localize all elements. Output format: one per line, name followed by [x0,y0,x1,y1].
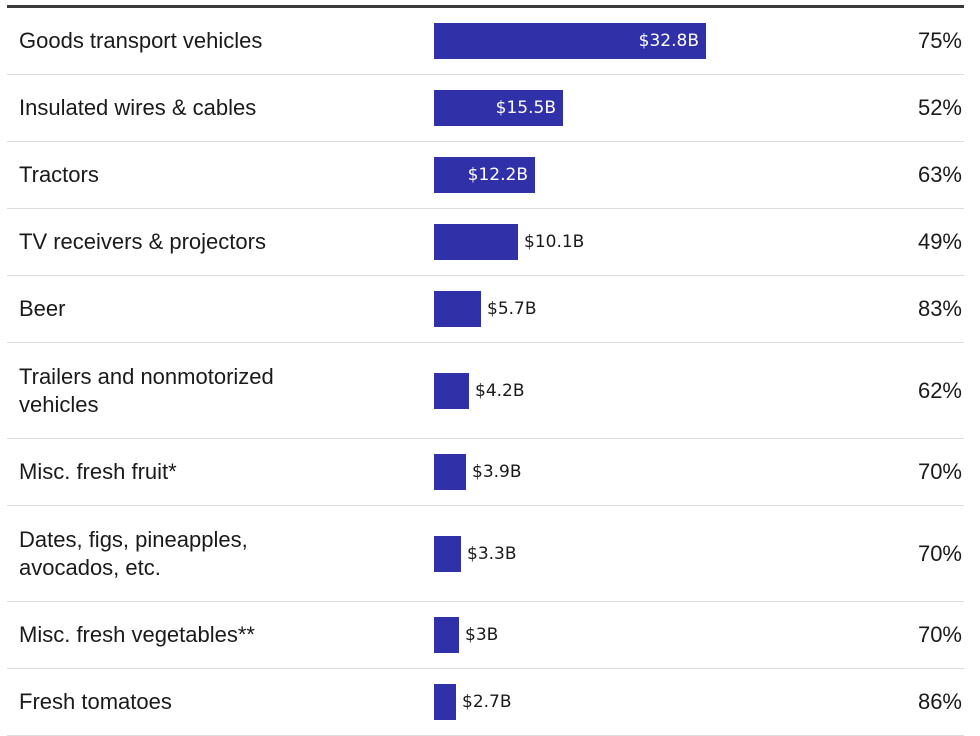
bar-value-label: $5.7B [487,299,537,319]
table-row: TV receivers & projectors $10.1B 49% [7,209,964,276]
row-share: 86% [917,689,962,714]
bar-value-label: $10.1B [524,232,585,252]
bar [434,224,518,260]
bar [434,684,456,720]
bar-value-label: $15.5B [495,98,556,118]
row-share: 63% [917,162,962,187]
row-label: Beer [19,296,66,321]
row-share: 70% [917,540,962,566]
bar-value-label: $3.3B [467,543,517,564]
table-row: Goods transport vehicles $32.8B 75% [7,8,964,75]
row-label: Insulated wires & cables [19,95,257,120]
table-row: Fresh tomatoes $2.7B 86% [7,669,964,736]
table-row: Tractors $12.2B 63% [7,142,964,209]
bar-value-label: $12.2B [467,165,528,185]
row-label: Tractors [19,162,99,187]
row-label: TV receivers & projectors [19,229,266,254]
row-share: 83% [917,296,962,321]
bar [434,535,461,572]
bar-value-label: $3B [465,625,499,645]
row-label: Trailers and nonmotorized vehicles [19,363,274,417]
table-row: Insulated wires & cables $15.5B 52% [7,75,964,142]
row-share: 52% [917,95,962,120]
top-rule [7,5,964,8]
bar-value-label: $4.2B [475,380,525,401]
row-label: Misc. fresh vegetables** [19,622,255,647]
bar [434,157,535,193]
bar-value-label: $2.7B [462,692,512,712]
bar [434,291,481,327]
bar-value-label: $32.8B [638,31,699,51]
row-label: Misc. fresh fruit* [19,459,177,484]
row-share: 70% [917,459,962,484]
bar [434,617,459,653]
row-label: Dates, figs, pineapples, avocados, etc. [19,526,248,580]
table-row: Dates, figs, pineapples, avocados, etc. $… [7,506,964,602]
chart-table: Goods transport vehicles $32.8B 75% Insulat… [7,8,964,736]
table-row: Beer $5.7B 83% [7,276,964,343]
bar [434,372,469,409]
bar [434,23,706,59]
row-share: 70% [917,622,962,647]
table-row: Misc. fresh vegetables** $3B 70% [7,602,964,669]
table-row: Trailers and nonmotorized vehicles $4.2B 6… [7,343,964,439]
row-label: Goods transport vehicles [19,28,263,53]
bar [434,90,563,126]
bar-value-label: $3.9B [472,462,522,482]
table-row: Misc. fresh fruit* $3.9B 70% [7,439,964,506]
row-share: 49% [917,229,962,254]
bar [434,454,466,490]
row-share: 62% [917,377,962,403]
row-label: Fresh tomatoes [19,689,172,714]
row-share: 75% [917,28,962,53]
